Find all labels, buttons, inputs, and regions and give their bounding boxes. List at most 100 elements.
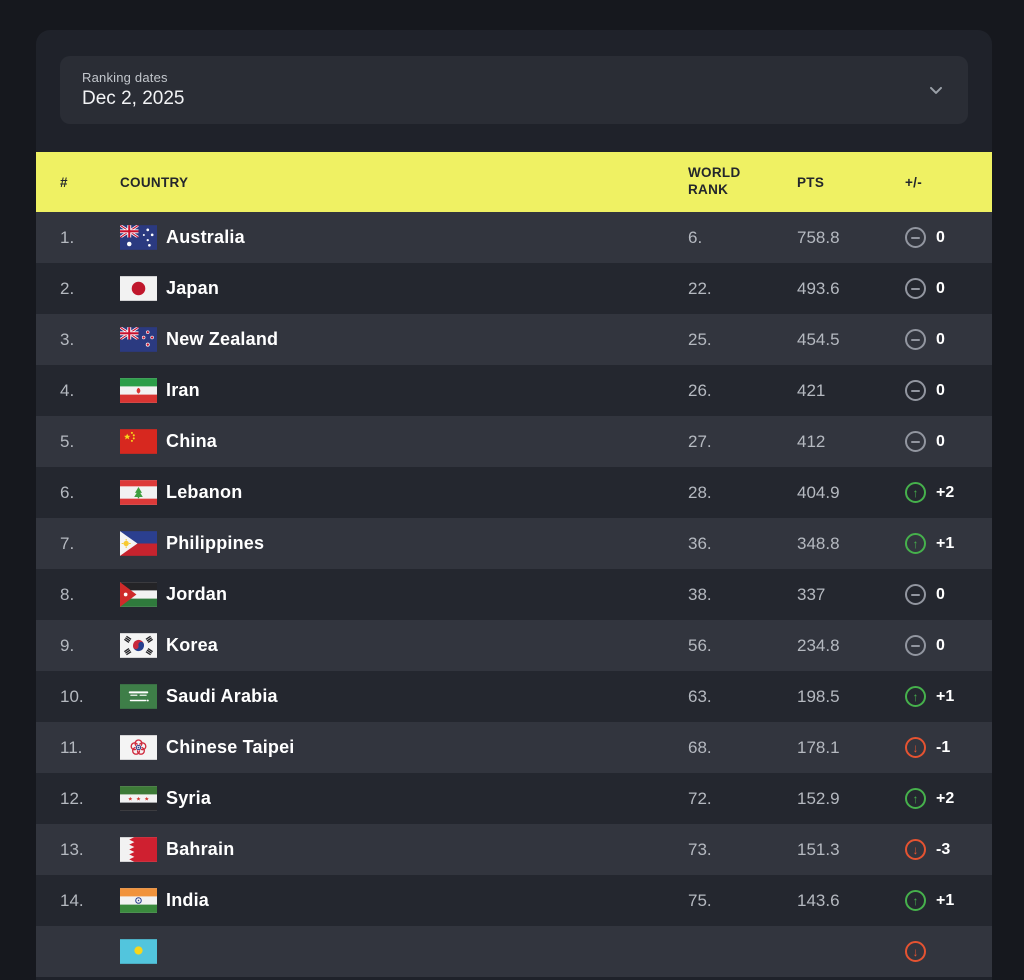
- change-value: +2: [936, 483, 955, 501]
- rank-cell: 3.: [60, 329, 75, 349]
- table-row[interactable]: 14. India 75. 143.6 ↑ +1: [36, 875, 992, 926]
- world-rank-cell: 25.: [688, 329, 712, 349]
- world-rank-cell: 6.: [688, 227, 703, 247]
- rank-cell: 9.: [60, 635, 75, 655]
- change-same-icon: [905, 227, 926, 248]
- korea-flag-icon: [120, 633, 166, 658]
- world-rank-cell: 75.: [688, 890, 712, 910]
- change-cell: ↑ +1: [905, 533, 968, 554]
- rank-cell: 1.: [60, 227, 75, 247]
- rank-cell: 5.: [60, 431, 75, 451]
- change-value: -1: [936, 738, 951, 756]
- change-same-icon: [905, 431, 926, 452]
- change-value: 0: [936, 636, 945, 654]
- change-cell: 0: [905, 584, 968, 605]
- table-body: 1. Australia 6. 758.8 0 2. Japan 22. 493…: [36, 212, 992, 977]
- chinese-taipei-flag-icon: [120, 735, 166, 760]
- table-row[interactable]: 4. Iran 26. 421 0: [36, 365, 992, 416]
- ranking-dates-label: Ranking dates: [82, 70, 168, 85]
- change-up-icon: ↑: [905, 482, 926, 503]
- change-value: 0: [936, 330, 945, 348]
- china-flag-icon: [120, 429, 166, 454]
- country-name: Philippines: [166, 533, 265, 553]
- change-value: +1: [936, 891, 955, 909]
- table-row[interactable]: 9. Korea 56. 234.8 0: [36, 620, 992, 671]
- change-same-icon: [905, 584, 926, 605]
- country-name: Bahrain: [166, 839, 235, 859]
- table-row[interactable]: 3. New Zealand 25. 454.5 0: [36, 314, 992, 365]
- change-cell: ↑ +1: [905, 686, 968, 707]
- header-change: +/-: [905, 174, 923, 190]
- world-rank-cell: 68.: [688, 737, 712, 757]
- table-row[interactable]: 5. China 27. 412 0: [36, 416, 992, 467]
- rank-cell: 8.: [60, 584, 75, 604]
- rank-cell: 2.: [60, 278, 75, 298]
- rank-cell: 7.: [60, 533, 75, 553]
- table-row[interactable]: 6. Lebanon 28. 404.9 ↑ +2: [36, 467, 992, 518]
- new-zealand-flag-icon: [120, 327, 166, 352]
- country-name: Jordan: [166, 584, 228, 604]
- table-row[interactable]: ↓: [36, 926, 992, 977]
- ranking-dates-texts: Ranking dates Dec 2, 2025: [82, 70, 184, 110]
- header-rank: #: [60, 174, 68, 190]
- philippines-flag-icon: [120, 531, 166, 556]
- change-down-icon: ↓: [905, 941, 926, 962]
- world-rank-cell: 73.: [688, 839, 712, 859]
- pts-cell: 151.3: [797, 839, 840, 859]
- world-rank-cell: 28.: [688, 482, 712, 502]
- change-up-icon: ↑: [905, 533, 926, 554]
- change-same-icon: [905, 635, 926, 656]
- change-down-icon: ↓: [905, 737, 926, 758]
- world-rank-cell: 36.: [688, 533, 712, 553]
- table-row[interactable]: 12. Syria 72. 152.9 ↑ +2: [36, 773, 992, 824]
- country-name: Japan: [166, 278, 220, 298]
- world-rank-cell: 56.: [688, 635, 712, 655]
- country-name: Syria: [166, 788, 212, 808]
- australia-flag-icon: [120, 225, 166, 250]
- pts-cell: 234.8: [797, 635, 840, 655]
- change-same-icon: [905, 329, 926, 350]
- table-row[interactable]: 2. Japan 22. 493.6 0: [36, 263, 992, 314]
- bahrain-flag-icon: [120, 837, 166, 862]
- change-up-icon: ↑: [905, 686, 926, 707]
- world-rank-cell: 26.: [688, 380, 712, 400]
- saudi-arabia-flag-icon: [120, 684, 166, 709]
- rank-cell: 12.: [60, 788, 84, 808]
- ranking-dates-select[interactable]: Ranking dates Dec 2, 2025: [60, 56, 968, 124]
- pts-cell: 412: [797, 431, 826, 451]
- change-value: 0: [936, 585, 945, 603]
- table-row[interactable]: 7. Philippines 36. 348.8 ↑ +1: [36, 518, 992, 569]
- rank-cell: 11.: [60, 737, 83, 757]
- pts-cell: 337: [797, 584, 826, 604]
- table-row[interactable]: 11. Chinese Taipei 68. 178.1 ↓ -1: [36, 722, 992, 773]
- world-rank-cell: 27.: [688, 431, 712, 451]
- table-row[interactable]: 13. Bahrain 73. 151.3 ↓ -3: [36, 824, 992, 875]
- pts-cell: 152.9: [797, 788, 840, 808]
- change-cell: ↑ +2: [905, 788, 968, 809]
- world-rank-cell: 63.: [688, 686, 712, 706]
- change-up-icon: ↑: [905, 788, 926, 809]
- change-up-icon: ↑: [905, 890, 926, 911]
- country-name: Saudi Arabia: [166, 686, 278, 706]
- rank-cell: 13.: [60, 839, 84, 859]
- change-cell: ↓ -1: [905, 737, 968, 758]
- change-cell: ↑ +1: [905, 890, 968, 911]
- chevron-down-icon[interactable]: [926, 80, 946, 100]
- pts-cell: 178.1: [797, 737, 840, 757]
- change-cell: 0: [905, 635, 968, 656]
- header-pts: PTS: [797, 174, 825, 190]
- table-row[interactable]: 8. Jordan 38. 337 0: [36, 569, 992, 620]
- country-name: Australia: [166, 227, 245, 247]
- change-value: 0: [936, 279, 945, 297]
- change-cell: 0: [905, 278, 968, 299]
- ranking-card: Ranking dates Dec 2, 2025 # COUNTRY WORL…: [36, 30, 992, 980]
- iran-flag-icon: [120, 378, 166, 403]
- table-row[interactable]: 1. Australia 6. 758.8 0: [36, 212, 992, 263]
- table-row[interactable]: 10. Saudi Arabia 63. 198.5 ↑ +1: [36, 671, 992, 722]
- country-name: New Zealand: [166, 329, 279, 349]
- world-rank-cell: 22.: [688, 278, 712, 298]
- india-flag-icon: [120, 888, 166, 913]
- world-rank-cell: 72.: [688, 788, 712, 808]
- change-same-icon: [905, 380, 926, 401]
- rank-cell: 6.: [60, 482, 75, 502]
